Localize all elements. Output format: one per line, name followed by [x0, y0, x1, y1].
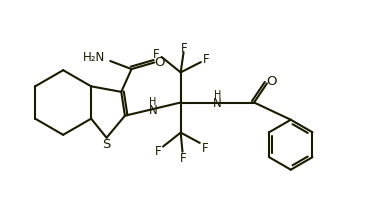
Text: O: O	[154, 55, 165, 68]
Text: F: F	[181, 41, 188, 54]
Text: H₂N: H₂N	[82, 51, 105, 64]
Text: F: F	[202, 141, 208, 154]
Text: N: N	[213, 97, 222, 109]
Text: F: F	[155, 145, 161, 158]
Text: H: H	[149, 97, 156, 107]
Text: O: O	[267, 75, 277, 88]
Text: N: N	[149, 103, 157, 116]
Text: F: F	[180, 151, 186, 164]
Text: H: H	[214, 90, 221, 100]
Text: F: F	[153, 48, 160, 61]
Text: S: S	[102, 138, 110, 151]
Text: F: F	[203, 53, 209, 66]
